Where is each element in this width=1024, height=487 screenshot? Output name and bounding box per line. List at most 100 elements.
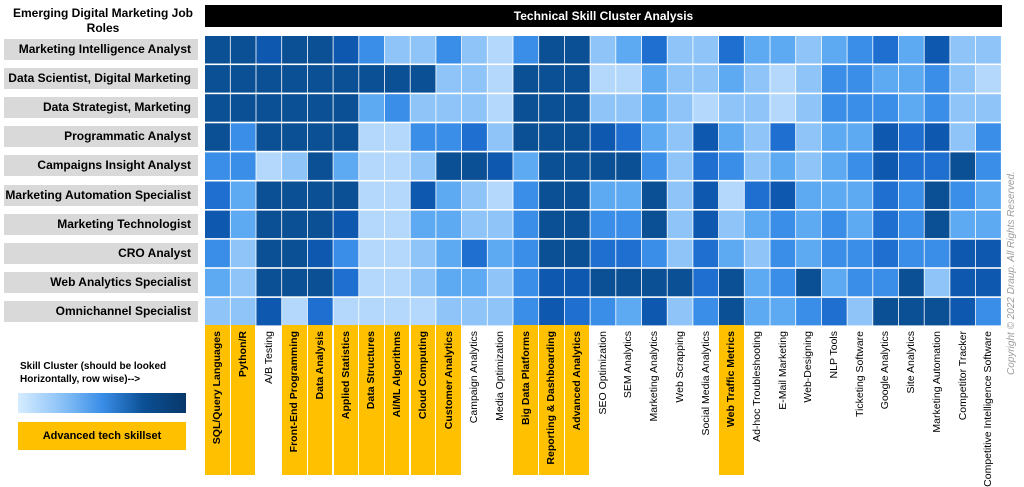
heatmap-cell: [924, 297, 950, 326]
heatmap-cell: [719, 239, 744, 268]
heatmap-cell: [950, 181, 976, 209]
heatmap-cell: [898, 36, 924, 64]
heatmap-cell: [487, 210, 513, 239]
heatmap-cell: [796, 297, 821, 326]
heatmap-cell: [256, 210, 282, 239]
heatmap-cell: [487, 36, 513, 64]
heatmap-cell: [924, 94, 950, 122]
heatmap-cell: [719, 36, 744, 64]
row-label: Data Scientist, Digital Marketing: [4, 68, 198, 90]
heatmap-cell: [950, 239, 976, 268]
heatmap-cell: [744, 123, 770, 151]
heatmap-cell: [462, 239, 487, 268]
heatmap-cell: [230, 239, 256, 268]
heatmap-cell: [487, 239, 513, 268]
heatmap-cell: [770, 239, 796, 268]
column-label: Web Scrapping: [673, 331, 686, 403]
heatmap-cell: [873, 210, 899, 239]
heatmap-cell: [230, 94, 256, 122]
heatmap-cell: [436, 123, 462, 151]
heatmap-cell: [205, 181, 230, 209]
heatmap-cell: [796, 123, 821, 151]
heatmap-cell: [924, 36, 950, 64]
heatmap-cell: [590, 268, 616, 297]
column-label: Python/R: [230, 325, 256, 475]
heatmap-cell: [770, 94, 796, 122]
heatmap-cell: [487, 94, 513, 122]
heatmap-cell: [796, 210, 821, 239]
heatmap-cell: [384, 65, 410, 93]
column-label: Advanced Analytics: [564, 325, 590, 475]
column-label: Data Analysis: [307, 325, 333, 475]
heatmap-cell: [359, 36, 385, 64]
heatmap-cell: [282, 239, 307, 268]
heatmap-cell: [898, 181, 924, 209]
heatmap-cell: [307, 36, 333, 64]
heatmap-cell: [487, 123, 513, 151]
heatmap-cell: [847, 94, 873, 122]
heatmap-cell: [384, 268, 410, 297]
row-label: Marketing Automation Specialist: [4, 184, 198, 206]
heatmap-cell: [256, 123, 282, 151]
heatmap-cell: [256, 239, 282, 268]
heatmap-cell: [487, 181, 513, 209]
heatmap-cell: [796, 181, 821, 209]
heatmap-cell: [847, 181, 873, 209]
heatmap-cell: [770, 297, 796, 326]
heatmap-cell: [333, 210, 359, 239]
heatmap-cell: [436, 152, 462, 180]
heatmap-cell: [667, 181, 693, 209]
heatmap-cell: [230, 297, 256, 326]
heatmap-cell: [693, 268, 719, 297]
heatmap-cell: [205, 94, 230, 122]
heatmap-cell: [693, 239, 719, 268]
heatmap-cell: [641, 210, 667, 239]
heatmap-cell: [205, 152, 230, 180]
heatmap-cell: [821, 152, 847, 180]
heatmap-cell: [950, 210, 976, 239]
column-label: Marketing Analytics: [648, 331, 661, 422]
heatmap-cell: [898, 65, 924, 93]
heatmap-cell: [590, 94, 616, 122]
heatmap-cell: [719, 65, 744, 93]
heatmap-cell: [976, 94, 1001, 122]
column-label: SEO Optimization: [596, 331, 609, 415]
heatmap-cell: [307, 123, 333, 151]
heatmap-cell: [539, 152, 564, 180]
heatmap-cell: [307, 268, 333, 297]
heatmap-cell: [513, 268, 539, 297]
heatmap-cell: [667, 123, 693, 151]
heatmap-cell: [667, 36, 693, 64]
heatmap-cell: [513, 65, 539, 93]
column-label: Ticketing Software: [853, 331, 866, 417]
column-label: Reporting & Dashboarding: [539, 325, 564, 475]
heatmap-cell: [847, 65, 873, 93]
heatmap-cell: [950, 297, 976, 326]
heatmap-cell: [564, 268, 590, 297]
heatmap-cell: [230, 123, 256, 151]
heatmap-cell: [230, 36, 256, 64]
row-label: Programmatic Analyst: [4, 126, 198, 148]
heatmap-cell: [847, 36, 873, 64]
heatmap-cell: [641, 123, 667, 151]
heatmap-cell: [333, 65, 359, 93]
heatmap-cell: [770, 268, 796, 297]
heatmap-cell: [667, 268, 693, 297]
heatmap-cell: [564, 297, 590, 326]
heatmap-cell: [359, 297, 385, 326]
heatmap-cell: [719, 268, 744, 297]
heatmap-cell: [976, 239, 1001, 268]
legend-gradient: [18, 393, 186, 413]
heatmap-cell: [307, 239, 333, 268]
heatmap-cell: [667, 152, 693, 180]
heatmap-cell: [487, 297, 513, 326]
heatmap-cell: [693, 210, 719, 239]
heatmap-cell: [796, 36, 821, 64]
heatmap-cell: [976, 268, 1001, 297]
heatmap-cell: [333, 152, 359, 180]
heatmap-cell: [333, 297, 359, 326]
heatmap-cell: [539, 210, 564, 239]
heatmap-cell: [770, 152, 796, 180]
heatmap-cell: [976, 210, 1001, 239]
heatmap-cell: [847, 152, 873, 180]
